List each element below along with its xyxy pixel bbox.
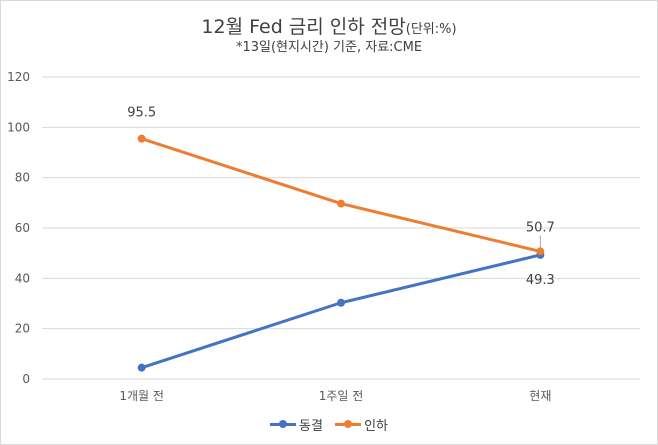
legend-label: 인하 [364, 419, 388, 434]
data-point [337, 298, 345, 307]
x-tick-label: 1주일 전 [319, 389, 364, 403]
data-point [536, 247, 545, 256]
x-tick-label: 현재 [529, 389, 551, 403]
x-tick-label: 1개월 전 [119, 389, 164, 403]
y-tick-label: 120 [7, 70, 30, 84]
y-tick-label: 20 [15, 322, 30, 336]
series-line-0 [141, 253, 541, 370]
title-text: 12월 Fed 금리 인하 전망 [201, 16, 406, 38]
chart-subtitle: *13일(현지시간) 기준, 자료:CME [235, 40, 423, 55]
legend-marker-cut [335, 420, 362, 428]
data-point [137, 134, 146, 143]
legend-item-freeze: 동결 [270, 415, 323, 434]
data-point [337, 199, 345, 208]
data-label: 49.3 [526, 273, 555, 288]
legend: 동결 인하 [0, 415, 658, 434]
title-unit: (단위:%) [405, 22, 457, 37]
data-label: 95.5 [127, 106, 156, 121]
legend-label: 동결 [299, 419, 323, 434]
legend-item-cut: 인하 [335, 415, 388, 434]
y-tick-label: 0 [22, 372, 30, 386]
legend-marker-freeze [270, 420, 296, 428]
y-tick-label: 100 [7, 120, 30, 134]
y-tick-label: 60 [15, 221, 30, 235]
chart-title: 12월 Fed 금리 인하 전망(단위:%) [0, 12, 658, 39]
y-tick-label: 40 [15, 271, 30, 285]
y-tick-label: 80 [15, 171, 30, 185]
data-point [137, 363, 146, 372]
series-line-1 [141, 137, 541, 253]
data-label: 50.7 [526, 220, 555, 235]
